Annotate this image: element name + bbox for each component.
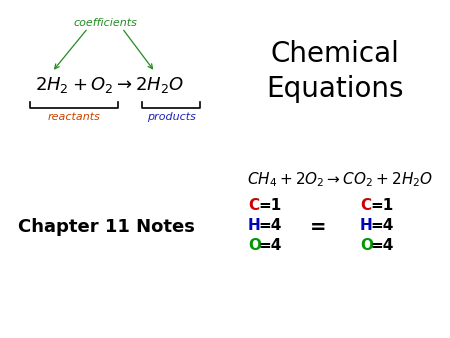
Text: Chemical
Equations: Chemical Equations xyxy=(266,40,404,103)
Text: =4: =4 xyxy=(370,238,393,253)
Text: Chapter 11 Notes: Chapter 11 Notes xyxy=(18,218,195,236)
Text: H: H xyxy=(360,218,373,233)
Text: =4: =4 xyxy=(258,238,281,253)
Text: C: C xyxy=(248,198,259,213)
Text: =4: =4 xyxy=(370,218,393,233)
Text: O: O xyxy=(248,238,261,253)
Text: O: O xyxy=(360,238,373,253)
Text: reactants: reactants xyxy=(48,112,100,122)
Text: =4: =4 xyxy=(258,218,281,233)
Text: H: H xyxy=(248,218,261,233)
Text: $2H_2 + O_2 \rightarrow 2H_2O$: $2H_2 + O_2 \rightarrow 2H_2O$ xyxy=(36,75,184,95)
Text: =1: =1 xyxy=(258,198,281,213)
Text: C: C xyxy=(360,198,371,213)
Text: =1: =1 xyxy=(370,198,393,213)
Text: coefficients: coefficients xyxy=(73,18,137,28)
Text: =: = xyxy=(310,218,326,237)
Text: products: products xyxy=(147,112,195,122)
Text: $CH_4 + 2O_2 \rightarrow CO_2 + 2H_2O$: $CH_4 + 2O_2 \rightarrow CO_2 + 2H_2O$ xyxy=(247,170,433,189)
